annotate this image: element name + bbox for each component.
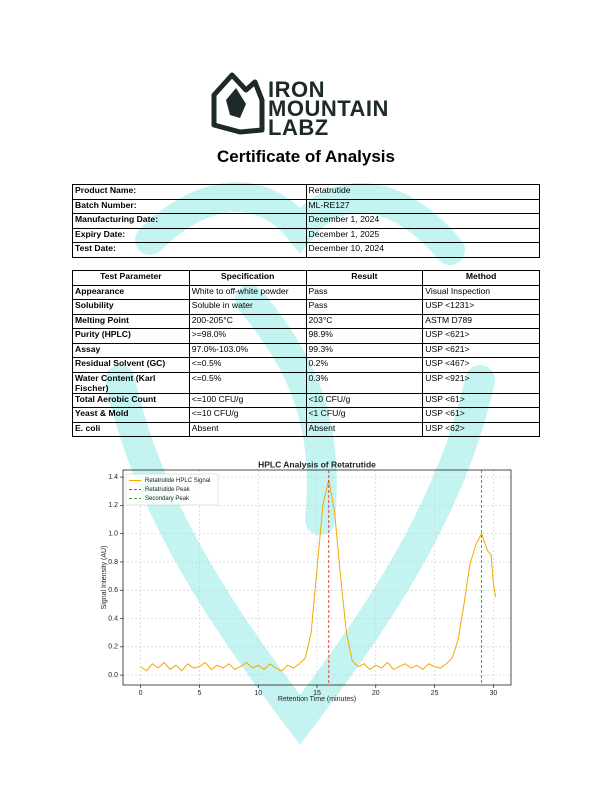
table-row: Product Name: Retatrutide — [72, 184, 540, 200]
x-tick-label: 25 — [431, 690, 439, 697]
table-row: Test Date: December 10, 2024 — [72, 242, 540, 258]
cell-label: Manufacturing Date: — [72, 213, 307, 229]
y-tick-label: 1.0 — [108, 530, 118, 537]
cell-value: ML-RE127 — [305, 198, 540, 214]
y-axis-label: Signal Intensity (AU) — [101, 546, 108, 610]
x-tick-label: 15 — [313, 690, 321, 697]
cell-value: December 1, 2024 — [305, 213, 540, 229]
legend-box — [125, 473, 219, 506]
x-tick-label: 0 — [139, 690, 143, 697]
y-tick-label: 0.4 — [108, 615, 118, 622]
legend-label: Retatrutide HPLC Signal — [145, 478, 210, 484]
cell-value: Absent — [188, 421, 307, 437]
logo-line: IRON — [268, 77, 325, 102]
table-row: Residual Solvent (GC) <=0.5% 0.2% USP <467> — [72, 357, 540, 373]
cell-label: Water Content (Karl Fischer) — [72, 371, 190, 394]
table-row: Water Content (Karl Fischer) <=0.5% 0.3% US… — [72, 371, 540, 394]
table-row: E. coli Absent Absent USP <62> — [72, 421, 540, 437]
x-tick-label: 10 — [254, 690, 262, 697]
watermark-shape — [105, 365, 495, 746]
legend-label: Retatrutide Peak — [145, 487, 191, 493]
logo-line: LABZ — [268, 115, 329, 140]
cell-value: USP <921> — [422, 371, 540, 394]
x-axis-label: Retention Time (minutes) — [278, 696, 356, 703]
legend-label: Secondary Peak — [145, 496, 190, 502]
x-tick-label: 5 — [197, 690, 201, 697]
cell-value: <=0.5% — [188, 371, 307, 394]
cell-label: E. coli — [72, 421, 190, 437]
y-tick-label: 0.0 — [108, 672, 118, 679]
x-tick-label: 30 — [489, 690, 497, 697]
y-tick-label: 0.6 — [108, 587, 118, 594]
y-tick-label: 0.8 — [108, 559, 118, 566]
table-row: Solubility Soluble in water Pass USP <1231> — [72, 299, 540, 315]
x-tick-label: 20 — [372, 690, 380, 697]
cell-value: December 10, 2024 — [305, 242, 540, 258]
test-table: Test Parameter Specification Result Method A… — [72, 270, 540, 437]
product-table: Product Name: Retatrutide Batch Number: ML-… — [72, 184, 540, 258]
data-line — [140, 479, 497, 672]
y-tick-label: 1.4 — [108, 474, 118, 481]
table-row: Batch Number: ML-RE127 — [72, 198, 540, 214]
document-title: Certificate of Analysis — [217, 147, 395, 166]
plot-frame — [122, 469, 512, 686]
logo-text: IRON MOUNTAIN LABZ — [268, 77, 389, 140]
y-tick-label: 1.2 — [108, 502, 118, 509]
table-row: Yeast & Mold <=10 CFU/g <1 CFU/g USP <61> — [72, 407, 540, 423]
table-row: Expiry Date: December 1, 2025 — [72, 227, 540, 243]
table-row: Appearance White to off-white powder Pass V… — [72, 284, 540, 300]
cell-value: December 1, 2025 — [305, 227, 540, 243]
cell-value: USP <62> — [422, 421, 540, 437]
cell-value: Retatrutide — [305, 184, 540, 200]
table-row: Melting Point 200-205°C 203°C ASTM D789 — [72, 313, 540, 329]
cell-label: Batch Number: — [72, 198, 307, 214]
logo-line: MOUNTAIN — [268, 96, 389, 121]
y-tick-label: 0.2 — [108, 644, 118, 651]
chart-title: HPLC Analysis of Retatrutide — [258, 459, 376, 469]
table-row: Manufacturing Date: December 1, 2024 — [72, 213, 540, 229]
cell-label: Residual Solvent (GC) — [72, 357, 190, 373]
